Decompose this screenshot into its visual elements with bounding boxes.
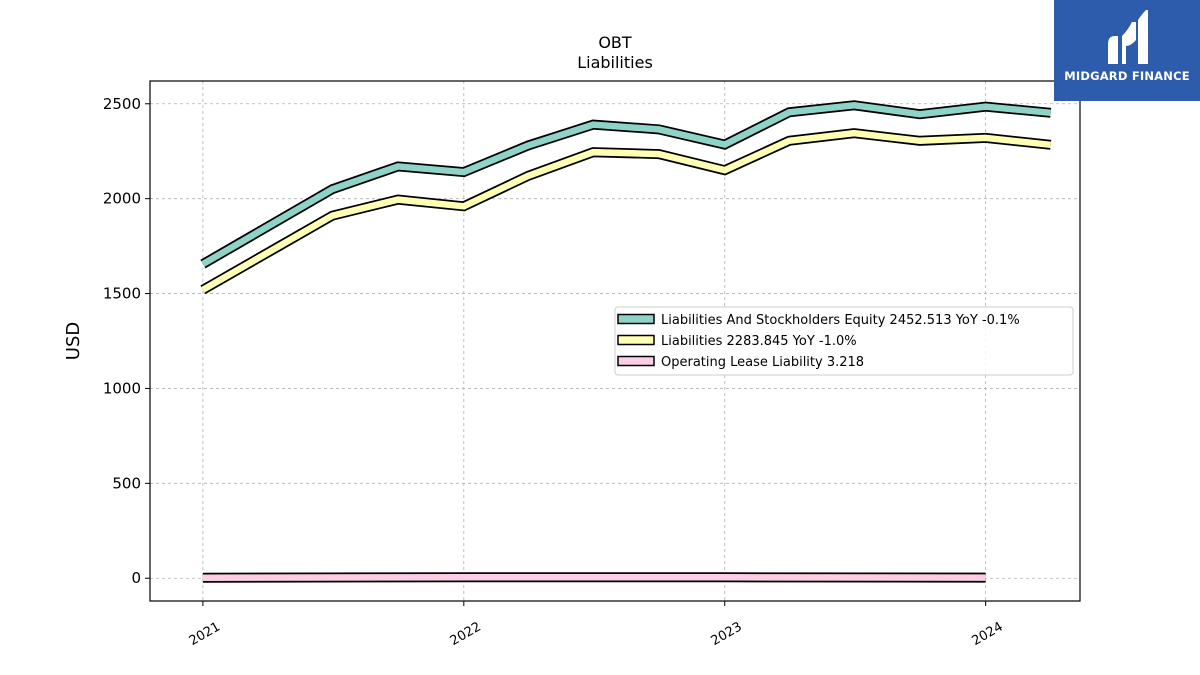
x-tick-label: 2024 [969,619,1005,649]
brand-logo: MIDGARD FINANCE [1054,0,1200,101]
y-tick-label: 1000 [103,379,141,397]
brand-name: MIDGARD FINANCE [1064,69,1190,83]
y-tick-label: 1500 [103,285,141,303]
legend-label: Liabilities And Stockholders Equity 2452… [661,313,1020,328]
series-line-outline [200,128,1052,295]
series-line [201,129,1052,293]
legend: Liabilities And Stockholders Equity 2452… [614,306,1074,376]
legend-label: Operating Lease Liability 3.218 [661,355,864,370]
y-axis-label: USD [63,322,84,360]
plot-frame [149,80,1081,602]
y-tick-label: 2000 [103,190,141,208]
y-tick-label: 500 [112,474,141,492]
brand-mark-icon [1108,10,1148,64]
series-2 [200,128,1052,295]
chart-title: OBT [598,33,632,52]
x-tick-label: 2023 [709,619,745,649]
series-layer [200,100,1052,583]
x-tick-label: 2022 [448,619,484,649]
legend-box [614,306,1074,376]
y-tick-label: 2500 [103,95,141,113]
chart-subtitle: Liabilities [577,53,653,72]
legend-swatch [617,355,655,367]
y-tick-label: 0 [131,569,141,587]
legend-swatch [617,334,655,346]
legend-label: Liabilities 2283.845 YoY -1.0% [661,334,857,349]
x-tick-label: 2021 [187,619,223,649]
series-1 [200,100,1052,269]
series-line [201,102,1052,267]
legend-swatch [617,313,655,325]
